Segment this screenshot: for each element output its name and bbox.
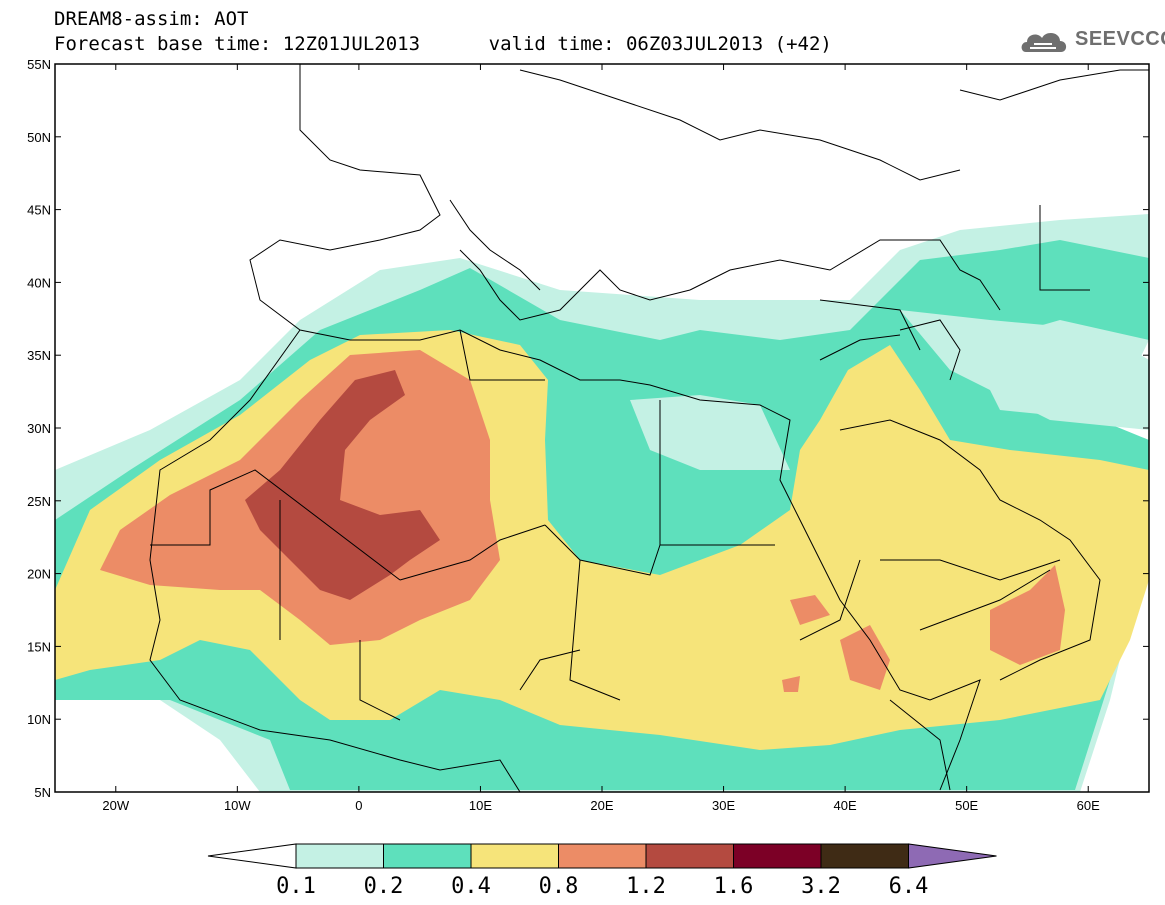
colorbar-label: 0.8 <box>539 874 579 899</box>
colorbar-segment <box>383 843 472 869</box>
lat-tick-label: 5N <box>34 785 51 800</box>
lat-tick-label: 50N <box>27 130 51 145</box>
lat-tick-label: 10N <box>27 712 51 727</box>
lon-tick-label: 50E <box>955 798 978 813</box>
map-title: DREAM8-assim: AOT <box>54 8 249 30</box>
colorbar-segment <box>645 843 734 869</box>
lon-tick-label: 30E <box>712 798 735 813</box>
lon-tick-label: 0 <box>355 798 362 813</box>
colorbar-label: 6.4 <box>889 874 929 899</box>
lon-tick-label: 20W <box>102 798 129 813</box>
colorbar-label: 0.2 <box>364 874 404 899</box>
lon-tick-label: 20E <box>590 798 613 813</box>
colorbar: 0.1 0.2 0.4 0.8 1.2 1.6 3.2 6.4 <box>207 843 997 899</box>
aot-band-1.2 <box>245 370 440 600</box>
colorbar-label: 0.1 <box>276 874 316 899</box>
colorbar-segment <box>295 843 384 869</box>
colorbar-label: 1.6 <box>714 874 754 899</box>
map-subtitle: Forecast base time: 12Z01JUL2013 valid t… <box>54 33 832 55</box>
lon-tick-label: 10W <box>224 798 251 813</box>
lat-tick-label: 20N <box>27 567 51 582</box>
colorbar-low-arrow <box>207 843 297 869</box>
cloud-logo-icon <box>1021 32 1067 52</box>
colorbar-label: 3.2 <box>801 874 841 899</box>
aot-shading <box>55 64 1149 792</box>
lon-tick-label: 60E <box>1077 798 1100 813</box>
logo-text: SEEVCCC <box>1075 28 1165 50</box>
lat-tick-label: 55N <box>27 57 51 72</box>
lat-tick-label: 15N <box>27 639 51 654</box>
colorbar-high-arrow <box>908 843 997 869</box>
colorbar-segment <box>820 843 909 869</box>
colorbar-segment <box>733 843 822 869</box>
colorbar-label: 0.4 <box>451 874 491 899</box>
lat-tick-label: 30N <box>27 421 51 436</box>
lon-tick-label: 40E <box>834 798 857 813</box>
lat-tick-label: 40N <box>27 275 51 290</box>
lon-tick-label: 10E <box>469 798 492 813</box>
colorbar-label: 1.2 <box>626 874 666 899</box>
lat-tick-label: 25N <box>27 494 51 509</box>
lat-tick-label: 35N <box>27 348 51 363</box>
colorbar-segment <box>470 843 559 869</box>
lat-tick-label: 45N <box>27 203 51 218</box>
longitude-ticks: 20W 10W 0 10E 20E 30E 40E 50E 60E <box>102 64 1100 813</box>
colorbar-segment <box>558 843 647 869</box>
latitude-ticks: 55N 50N 45N 40N 35N 30N 25N 20N 15N 10N 5N <box>27 57 1149 800</box>
